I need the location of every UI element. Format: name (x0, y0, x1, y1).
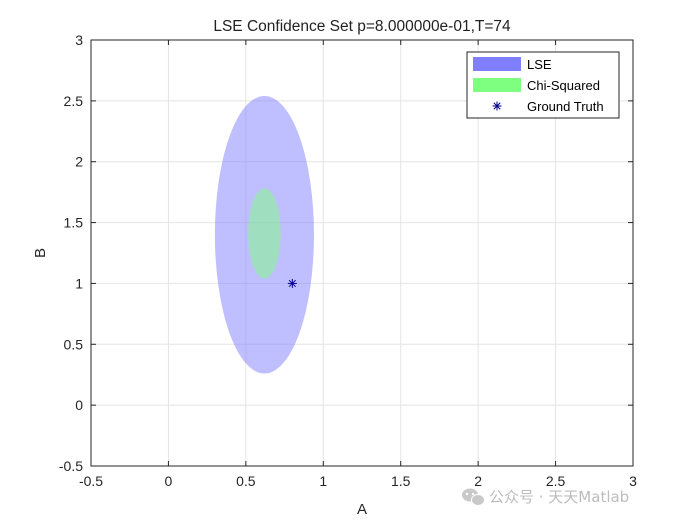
legend-swatch-lse (473, 57, 521, 71)
y-tick-label: 3 (75, 32, 83, 48)
x-tick-label: 1 (319, 473, 327, 489)
legend-swatch-ground-truth (492, 101, 502, 111)
x-tick-label: 0 (165, 473, 173, 489)
y-axis-label: B (32, 248, 49, 258)
legend-swatch-chi-squared (473, 78, 521, 92)
x-axis-label: A (357, 501, 367, 518)
y-tick-label: 1.5 (64, 215, 84, 231)
y-tick-label: -0.5 (59, 458, 83, 474)
axes-box (90, 39, 634, 467)
y-tick-label: 2.5 (64, 93, 84, 109)
x-tick-label: 2 (474, 473, 482, 489)
x-tick-label: 2.5 (546, 473, 566, 489)
watermark-text: 公众号 · 天天Matlab (489, 488, 629, 506)
axes (90, 39, 634, 467)
legend-label: LSE (527, 57, 552, 72)
ground-truth-point (287, 278, 297, 288)
y-tick-label: 2 (75, 154, 83, 170)
x-tick-labels: -0.5 0 0.5 1 1.5 2 2.5 3 (79, 473, 637, 489)
legend: LSE Chi-Squared Ground Truth (466, 51, 620, 119)
ground-truth-markers (287, 278, 297, 288)
watermark: 公众号 · 天天Matlab (462, 488, 629, 506)
y-tick-label: 1 (75, 275, 83, 291)
x-tick-label: 0.5 (236, 473, 256, 489)
wechat-icon (462, 488, 485, 506)
chart-title: LSE Confidence Set p=8.000000e-01,T=74 (213, 18, 511, 35)
legend-label: Ground Truth (527, 99, 604, 114)
legend-label: Chi-Squared (527, 78, 600, 93)
x-tick-label: 3 (629, 473, 637, 489)
confidence-regions (214, 95, 314, 374)
region-chi-squared (248, 188, 281, 279)
x-tick-label: -0.5 (79, 473, 103, 489)
y-tick-label: 0.5 (64, 336, 84, 352)
y-tick-label: 0 (75, 397, 83, 413)
y-tick-labels: -0.5 0 0.5 1 1.5 2 2.5 3 (59, 32, 83, 474)
x-tick-label: 1.5 (391, 473, 411, 489)
